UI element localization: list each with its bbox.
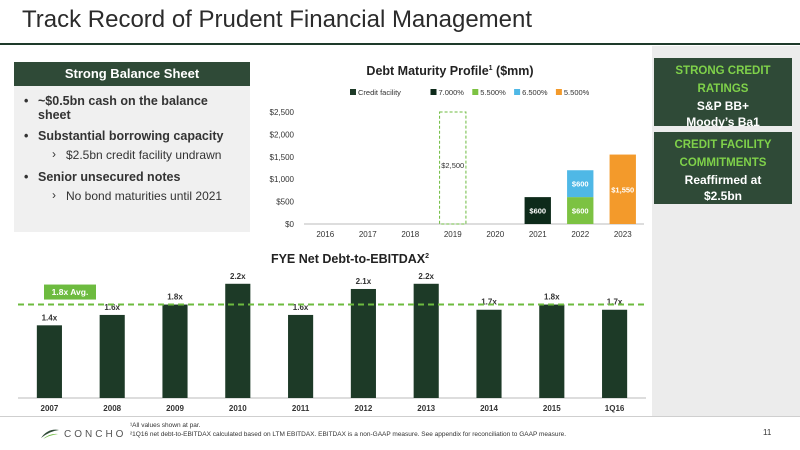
credit-facility-card: CREDIT FACILITY COMMITMENTS Reaffirmed a…: [654, 132, 792, 204]
ebitdax-xtick-2010: 2010: [229, 404, 247, 413]
legend-swatch-1: [430, 89, 437, 95]
bullet-notes: Senior unsecured notes: [24, 170, 242, 184]
ebitdax-xtick-2014: 2014: [480, 404, 498, 413]
footnote-2: ²1Q16 net debt-to-EBITDAX calculated bas…: [130, 431, 567, 438]
ebitdax-bar-2014: [476, 309, 502, 398]
footnotes: ¹All values shown at par. ²1Q16 net debt…: [130, 421, 566, 439]
debt-xtick-4: 2020: [486, 230, 504, 239]
debt-bar-2023-s4: [609, 154, 636, 224]
sub-bullet-credit-facility: $2.5bn credit facility undrawn: [52, 147, 242, 162]
ebitdax-label-2009: 1.8x: [167, 293, 183, 302]
balance-sheet-header: Strong Balance Sheet: [14, 62, 250, 86]
ebitdax-label-2012: 2.1x: [356, 277, 372, 286]
ebitdax-label-2014: 1.7x: [481, 298, 497, 307]
debt-ytick-5: $2,500: [270, 108, 295, 117]
commitment-line-2: $2.5bn: [703, 189, 742, 203]
debt-xtick-2: 2018: [401, 230, 419, 239]
credit-facility-heading: CREDIT FACILITY COMMITMENTS: [674, 139, 772, 169]
page-title: Track Record of Prudent Financial Manage…: [22, 6, 533, 33]
sub-bullet-maturities: No bond maturities until 2021: [52, 188, 242, 203]
moodys-rating: Moody’s Ba1: [686, 115, 760, 129]
commitment-line-1: Reaffirmed at: [684, 173, 762, 187]
debt-xtick-0: 2016: [316, 230, 334, 239]
balance-sheet-box: ~$0.5bn cash on the balance sheet Substa…: [14, 86, 250, 232]
ebitdax-title: FYE Net Debt-to-EBITDAX2: [270, 252, 430, 266]
ebitdax-bar-2007: [36, 325, 62, 398]
debt-ytick-1: $500: [276, 198, 294, 207]
ebitdax-label-2011: 1.6x: [293, 303, 309, 312]
ebitdax-bar-2010: [225, 283, 251, 398]
legend-swatch-4: [555, 89, 562, 95]
debt-bar-2019-s0: [439, 111, 467, 225]
ebitdax-label-1Q16: 1.7x: [607, 298, 623, 307]
bullet-cash: ~$0.5bn cash on the balance sheet: [24, 94, 242, 122]
ebitdax-bar-2008: [99, 314, 125, 398]
ebitdax-xtick-2015: 2015: [543, 404, 561, 413]
bullet-borrowing: Substantial borrowing capacity: [24, 129, 242, 143]
page-number: 11: [763, 428, 772, 437]
debt-xtick-7: 2023: [614, 230, 632, 239]
ebitdax-bar-2012: [350, 288, 376, 398]
ebitdax-xtick-2011: 2011: [292, 404, 310, 413]
ebitdax-xtick-2009: 2009: [166, 404, 184, 413]
debt-ytick-4: $2,000: [270, 130, 295, 139]
credit-ratings-card: STRONG CREDIT RATINGS S&P BB+ Moody’s Ba…: [654, 58, 792, 129]
logo-text: CONCHO: [64, 428, 127, 440]
legend-swatch-2: [472, 89, 479, 95]
ebitdax-bar-2011: [288, 314, 314, 398]
debt-ytick-3: $1,500: [270, 153, 295, 162]
average-label: 1.8x Avg.: [52, 287, 89, 297]
credit-ratings-heading: STRONG CREDIT RATINGS: [675, 65, 771, 95]
company-logo: CONCHO: [40, 428, 126, 440]
ebitdax-chart: 1.4x 2007 1.6x 2008 1.8x 2009 2.2x 2010 1.6x 2011…: [18, 272, 646, 413]
debt-xtick-5: 2021: [529, 230, 547, 239]
legend-swatch-0: [350, 89, 356, 95]
concho-leaf-icon: [41, 429, 59, 439]
ebitdax-xtick-2008: 2008: [103, 404, 121, 413]
ebitdax-bar-2009: [162, 304, 188, 398]
debt-bar-2022-s3: [567, 170, 594, 198]
debt-label-2023-s4: $1,550: [611, 185, 634, 194]
ebitdax-label-2015: 1.8x: [544, 293, 560, 302]
debt-label-2019-s0: $2,500: [441, 161, 464, 170]
debt-label-2022-s2: $600: [572, 207, 589, 216]
ebitdax-label-2010: 2.2x: [230, 272, 246, 281]
debt-maturity-title: Debt Maturity Profile1 ($mm): [366, 64, 534, 78]
ebitdax-xtick-2007: 2007: [41, 404, 59, 413]
ebitdax-label-2008: 1.6x: [104, 303, 120, 312]
footnote-1: ¹All values shown at par.: [130, 422, 201, 429]
debt-bar-2022-s2: [567, 197, 594, 224]
ebitdax-xtick-1Q16: 1Q16: [605, 404, 625, 413]
ebitdax-bar-1Q16: [602, 309, 628, 398]
ebitdax-bar-2015: [539, 304, 565, 398]
footer-divider: [0, 416, 800, 417]
legend-label-4: 5.500%: [564, 88, 590, 97]
sp-rating: S&P BB+: [696, 99, 750, 113]
legend-label-2: 5.500%: [480, 88, 506, 97]
title-divider: [0, 43, 800, 45]
ebitdax-xtick-2013: 2013: [417, 404, 435, 413]
debt-label-2022-s3: $600: [572, 180, 589, 189]
debt-xtick-1: 2017: [359, 230, 377, 239]
debt-maturity-chart: Credit facility 7.000% 5.500% 6.500% 5.500% $…: [270, 88, 644, 239]
legend-label-1: 7.000%: [439, 88, 465, 97]
average-label-box: [44, 284, 96, 300]
ebitdax-label-2007: 1.4x: [42, 313, 58, 322]
debt-bar-2021-s1: [524, 197, 551, 224]
debt-xtick-3: 2019: [444, 230, 462, 239]
debt-ytick-2: $1,000: [270, 175, 295, 184]
legend-swatch-3: [514, 89, 521, 95]
debt-xtick-6: 2022: [571, 230, 589, 239]
ebitdax-xtick-2012: 2012: [355, 404, 373, 413]
legend-label-3: 6.500%: [522, 88, 548, 97]
ebitdax-bar-2013: [413, 283, 439, 398]
legend-label-0: Credit facility: [358, 88, 401, 97]
debt-ytick-0: $0: [285, 220, 294, 229]
ebitdax-label-2013: 2.2x: [418, 272, 434, 281]
debt-label-2021-s1: $600: [529, 207, 546, 216]
